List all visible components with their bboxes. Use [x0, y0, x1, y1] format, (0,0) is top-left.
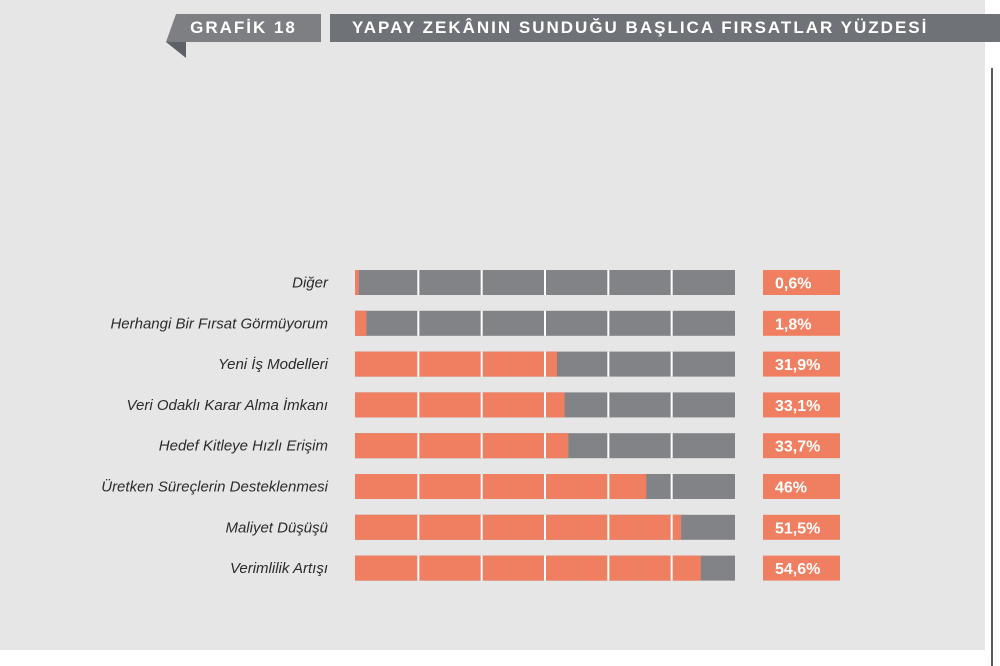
category-label: Verimlilik Artışı — [230, 560, 328, 577]
value-label: 1,8% — [775, 316, 811, 333]
category-label: Herhangi Bir Fırsat Görmüyorum — [110, 315, 328, 332]
value-label: 33,7% — [775, 439, 820, 456]
bar-row: Diğer 0,6% — [292, 270, 840, 295]
value-box — [763, 555, 840, 581]
bar-row: Maliyet Düşüşü 51,5% — [225, 514, 840, 540]
category-label: Üretken Süreçlerin Desteklenmesi — [101, 478, 328, 496]
category-label: Hedef Kitleye Hızlı Erişim — [159, 438, 328, 455]
bar-row: Veri Odaklı Karar Alma İmkanı 33,1% — [127, 392, 840, 418]
bar-fill — [355, 392, 565, 418]
bar-fill — [355, 310, 367, 336]
bar-row: Yeni İş Modelleri 31,9% — [218, 351, 840, 377]
value-label: 54,6% — [775, 561, 820, 578]
category-label: Maliyet Düşüşü — [225, 519, 328, 536]
chart-title: YAPAY ZEKÂNIN SUNDUĞU BAŞLICA FIRSATLAR … — [330, 14, 1000, 42]
bar-fill — [355, 433, 569, 459]
bar-row: Üretken Süreçlerin Desteklenmesi 46% — [101, 474, 840, 499]
bar-row: Herhangi Bir Fırsat Görmüyorum 1,8% — [110, 310, 840, 336]
value-label: 51,5% — [775, 520, 820, 537]
value-box — [763, 310, 840, 336]
bar-fill — [355, 474, 647, 499]
bar-row: Verimlilik Artışı 54,6% — [230, 555, 840, 581]
value-box — [763, 474, 840, 499]
category-label: Diğer — [292, 275, 329, 292]
figure-number-tab: GRAFİK 18 — [166, 14, 321, 42]
bar-fill — [355, 514, 682, 540]
value-box — [763, 433, 840, 459]
bar-fill — [355, 555, 701, 581]
value-box — [763, 392, 840, 418]
value-label: 0,6% — [775, 276, 811, 293]
value-label: 31,9% — [775, 357, 820, 374]
category-label: Yeni İş Modelleri — [218, 356, 329, 373]
page-edge-line — [991, 68, 993, 666]
value-box — [763, 270, 840, 295]
value-label: 46% — [775, 480, 807, 497]
bar-fill — [355, 351, 558, 377]
bar-row: Hedef Kitleye Hızlı Erişim 33,7% — [159, 433, 840, 459]
value-box — [763, 351, 840, 377]
category-label: Veri Odaklı Karar Alma İmkanı — [127, 397, 328, 414]
value-box — [763, 514, 840, 540]
bar-fill — [355, 270, 359, 295]
value-label: 33,1% — [775, 398, 820, 415]
